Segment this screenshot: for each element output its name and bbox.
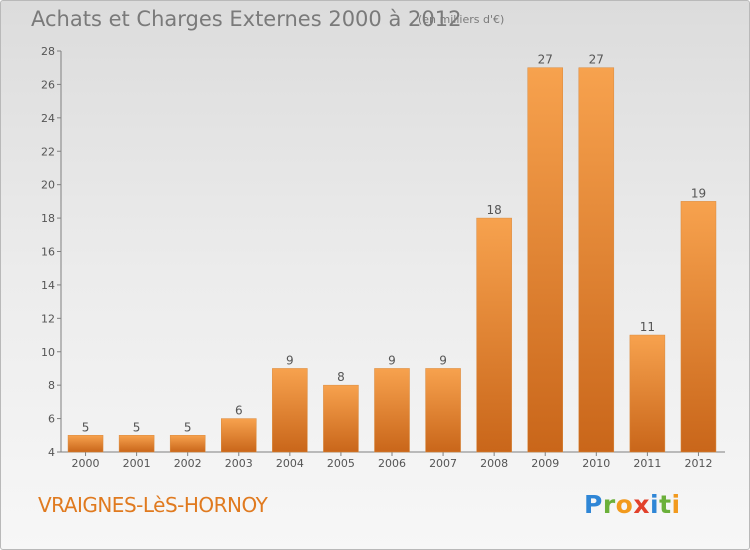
data-label: 5 bbox=[184, 420, 192, 434]
y-tick-label: 6 bbox=[48, 413, 55, 426]
x-tick-label: 2006 bbox=[378, 457, 406, 470]
x-tick-label: 2012 bbox=[684, 457, 712, 470]
data-label: 8 bbox=[337, 370, 345, 384]
data-label: 19 bbox=[691, 186, 706, 200]
bar bbox=[680, 201, 717, 453]
data-label: 18 bbox=[487, 203, 502, 217]
logo-letter: i bbox=[650, 490, 660, 519]
data-label: 9 bbox=[286, 353, 294, 367]
data-label: 9 bbox=[388, 353, 396, 367]
x-tick-label: 2001 bbox=[123, 457, 151, 470]
bar bbox=[118, 435, 155, 453]
data-label: 11 bbox=[640, 320, 655, 334]
x-tick-label: 2004 bbox=[276, 457, 304, 470]
logo-letter: x bbox=[633, 490, 650, 519]
commune-name: VRAIGNES-LèS-HORNOY bbox=[38, 493, 268, 517]
bar bbox=[629, 334, 666, 453]
bar bbox=[527, 67, 563, 453]
y-tick-label: 20 bbox=[41, 179, 55, 192]
y-tick-label: 26 bbox=[41, 78, 55, 91]
x-tick-label: 2010 bbox=[582, 457, 610, 470]
bar bbox=[169, 435, 206, 453]
x-tick-label: 2000 bbox=[72, 457, 100, 470]
bar bbox=[67, 435, 104, 453]
y-tick-label: 16 bbox=[41, 246, 55, 259]
y-tick-label: 18 bbox=[41, 212, 55, 225]
logo-letter: i bbox=[671, 490, 681, 519]
chart-title: Achats et Charges Externes 2000 à 2012 bbox=[31, 7, 462, 31]
bar bbox=[476, 217, 512, 453]
logo-letter: o bbox=[615, 490, 634, 519]
y-tick-label: 12 bbox=[41, 312, 55, 325]
logo-letter: t bbox=[659, 490, 672, 519]
bar bbox=[272, 368, 308, 453]
y-tick-label: 14 bbox=[41, 279, 55, 292]
y-tick-label: 8 bbox=[48, 379, 55, 392]
x-tick-label: 2007 bbox=[429, 457, 457, 470]
y-tick-label: 22 bbox=[41, 145, 55, 158]
x-tick-label: 2002 bbox=[174, 457, 202, 470]
proxiti-logo: Proxiti bbox=[584, 490, 681, 519]
y-tick-label: 24 bbox=[41, 112, 55, 125]
data-label: 5 bbox=[133, 420, 141, 434]
data-label: 6 bbox=[235, 404, 243, 418]
x-tick-label: 2005 bbox=[327, 457, 355, 470]
bar bbox=[425, 368, 461, 453]
logo-letter: P bbox=[584, 490, 603, 519]
data-label: 27 bbox=[538, 53, 553, 67]
bar bbox=[221, 418, 257, 453]
logo-letter: r bbox=[602, 490, 616, 519]
x-tick-label: 2011 bbox=[633, 457, 661, 470]
x-tick-label: 2008 bbox=[480, 457, 508, 470]
y-tick-label: 10 bbox=[41, 346, 55, 359]
data-label: 9 bbox=[439, 353, 447, 367]
x-tick-label: 2009 bbox=[531, 457, 559, 470]
y-tick-label: 28 bbox=[41, 45, 55, 58]
data-label: 5 bbox=[82, 420, 90, 434]
y-tick-label: 4 bbox=[48, 446, 55, 459]
bar bbox=[578, 67, 615, 453]
data-label: 27 bbox=[589, 53, 604, 67]
chart-unit: (en milliers d'€) bbox=[418, 13, 505, 26]
bar bbox=[323, 384, 359, 453]
bar bbox=[374, 368, 410, 453]
x-tick-label: 2003 bbox=[225, 457, 253, 470]
